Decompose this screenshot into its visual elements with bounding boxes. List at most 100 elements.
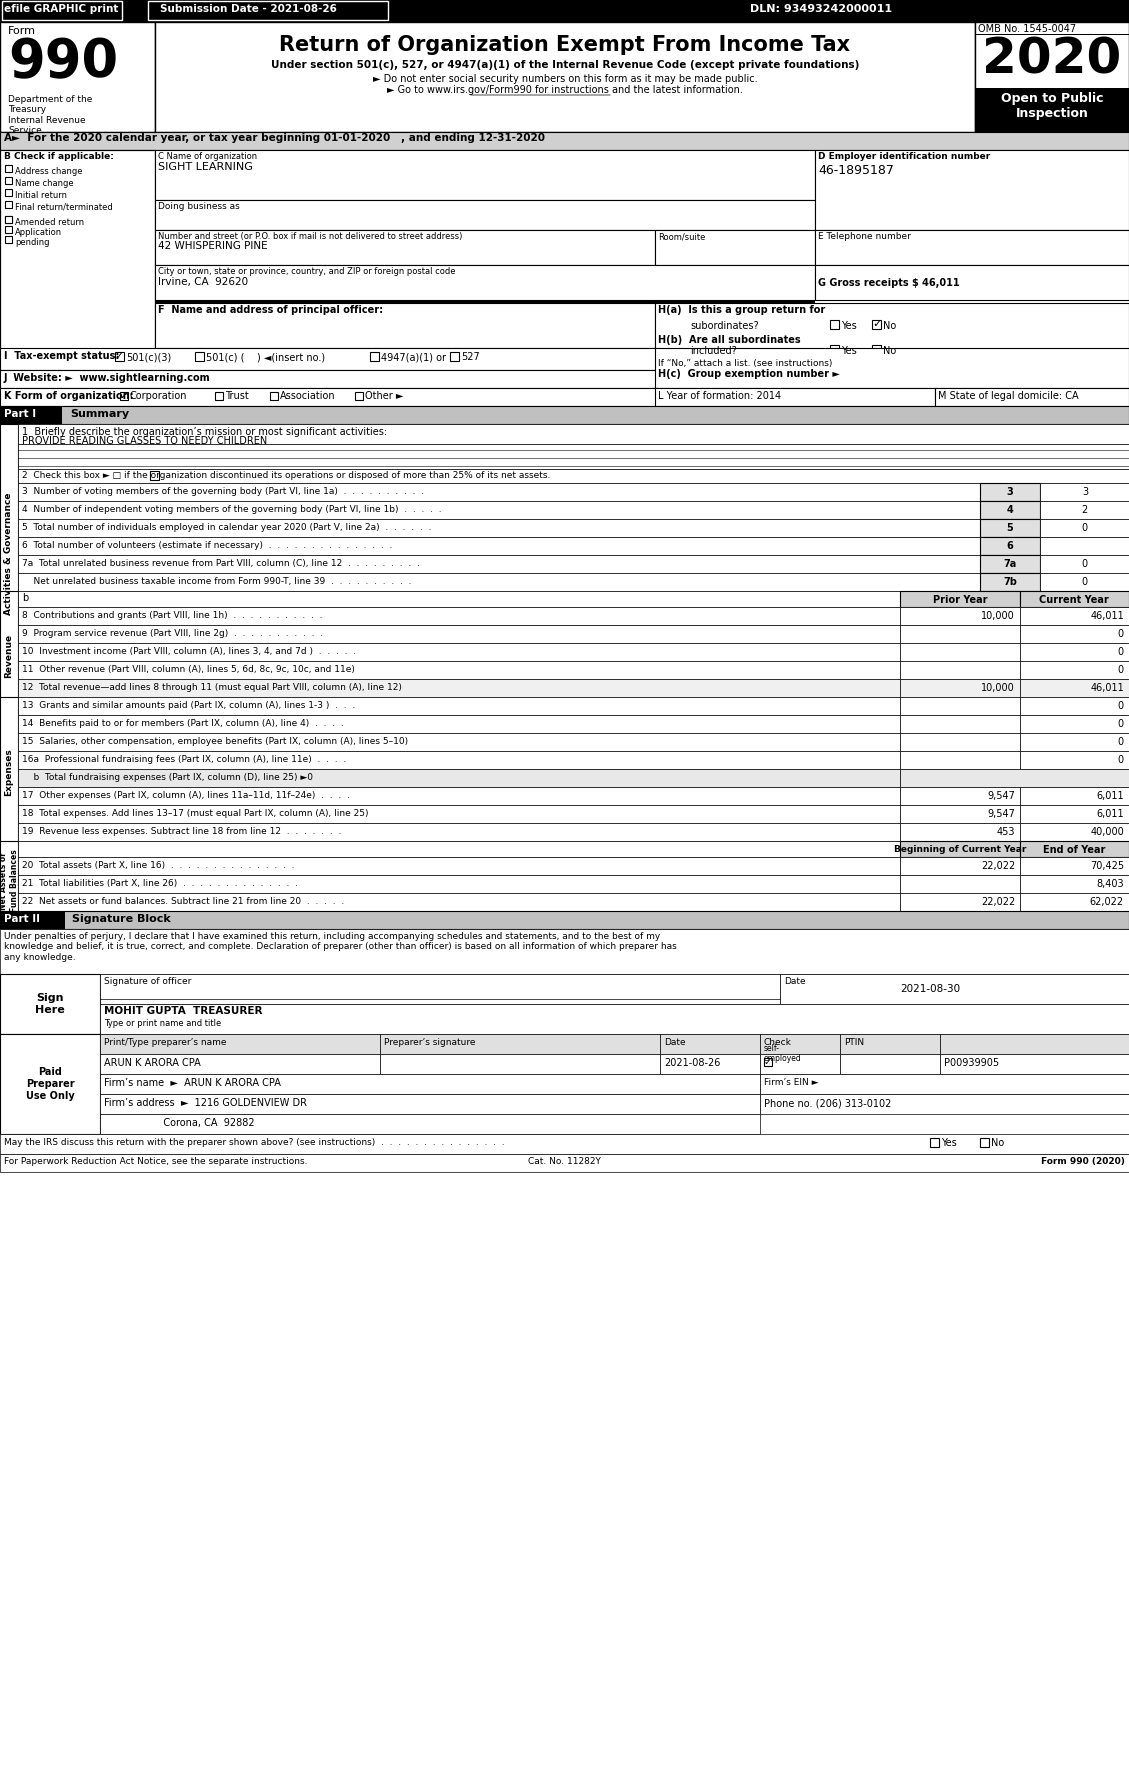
Bar bbox=[0, 1153, 1129, 1171]
Text: 9,547: 9,547 bbox=[987, 792, 1015, 801]
Text: 42 WHISPERING PINE: 42 WHISPERING PINE bbox=[158, 242, 268, 251]
Bar bbox=[0, 974, 100, 1033]
Bar bbox=[980, 537, 1040, 555]
Bar bbox=[5, 165, 12, 172]
Text: 46-1895187: 46-1895187 bbox=[819, 165, 894, 177]
Text: Revenue: Revenue bbox=[5, 634, 14, 679]
Text: Part I: Part I bbox=[5, 408, 36, 419]
Bar bbox=[18, 519, 980, 537]
Text: 14  Benefits paid to or for members (Part IX, column (A), line 4)  .  .  .  .: 14 Benefits paid to or for members (Part… bbox=[21, 718, 343, 727]
Text: 0: 0 bbox=[1118, 718, 1124, 729]
Text: Date: Date bbox=[784, 978, 806, 987]
Text: No: No bbox=[991, 1137, 1005, 1148]
Text: 22,022: 22,022 bbox=[981, 897, 1015, 906]
Bar bbox=[18, 501, 980, 519]
Text: Address change: Address change bbox=[15, 167, 82, 176]
Text: 990: 990 bbox=[8, 36, 119, 88]
Bar bbox=[18, 424, 1129, 444]
Bar bbox=[900, 768, 1129, 786]
Bar bbox=[18, 484, 980, 501]
Bar bbox=[900, 661, 1019, 679]
Bar bbox=[1019, 750, 1129, 768]
Bar bbox=[0, 150, 155, 349]
Bar bbox=[18, 858, 900, 876]
Bar bbox=[980, 1137, 989, 1146]
Text: OMB No. 1545-0047: OMB No. 1545-0047 bbox=[978, 23, 1076, 34]
Text: E Telephone number: E Telephone number bbox=[819, 233, 911, 242]
Bar bbox=[115, 353, 124, 362]
Text: Yes: Yes bbox=[940, 1137, 956, 1148]
Bar bbox=[815, 265, 1129, 301]
Text: 12  Total revenue—add lines 8 through 11 (must equal Part VIII, column (A), line: 12 Total revenue—add lines 8 through 11 … bbox=[21, 682, 402, 691]
Text: D Employer identification number: D Employer identification number bbox=[819, 152, 990, 161]
Bar bbox=[355, 392, 364, 399]
Text: b: b bbox=[21, 593, 28, 604]
Bar bbox=[0, 424, 18, 684]
Text: 22,022: 22,022 bbox=[981, 861, 1015, 870]
Text: Yes: Yes bbox=[841, 321, 857, 331]
Text: J  Website: ►  www.sightlearning.com: J Website: ► www.sightlearning.com bbox=[5, 373, 211, 383]
Bar bbox=[1019, 858, 1129, 876]
Text: 17  Other expenses (Part IX, column (A), lines 11a–11d, 11f–24e)  .  .  .  .: 17 Other expenses (Part IX, column (A), … bbox=[21, 792, 350, 801]
Bar bbox=[0, 912, 65, 930]
Bar bbox=[1019, 894, 1129, 912]
Text: ✓: ✓ bbox=[115, 351, 124, 362]
Text: SIGHT LEARNING: SIGHT LEARNING bbox=[158, 161, 253, 172]
Text: 0: 0 bbox=[1082, 559, 1088, 570]
Text: Sign
Here: Sign Here bbox=[35, 994, 64, 1015]
Bar bbox=[872, 346, 881, 355]
Text: 46,011: 46,011 bbox=[1091, 682, 1124, 693]
Text: 0: 0 bbox=[1118, 756, 1124, 765]
Text: Form: Form bbox=[8, 27, 36, 36]
Text: 62,022: 62,022 bbox=[1089, 897, 1124, 906]
Text: Name change: Name change bbox=[15, 179, 73, 188]
Text: Application: Application bbox=[15, 227, 62, 236]
Bar bbox=[760, 1053, 840, 1075]
Bar bbox=[18, 786, 900, 804]
Bar bbox=[900, 715, 1019, 733]
Text: G Gross receipts $ 46,011: G Gross receipts $ 46,011 bbox=[819, 278, 960, 288]
Text: 15  Salaries, other compensation, employee benefits (Part IX, column (A), lines : 15 Salaries, other compensation, employe… bbox=[21, 738, 408, 747]
Bar bbox=[215, 392, 224, 399]
Bar bbox=[148, 2, 388, 20]
Bar bbox=[18, 537, 980, 555]
Text: 0: 0 bbox=[1118, 738, 1124, 747]
Bar bbox=[18, 625, 900, 643]
Bar bbox=[0, 407, 62, 424]
Text: 20  Total assets (Part X, line 16)  .  .  .  .  .  .  .  .  .  .  .  .  .  .  .: 20 Total assets (Part X, line 16) . . . … bbox=[21, 861, 295, 870]
Text: 4  Number of independent voting members of the governing body (Part VI, line 1b): 4 Number of independent voting members o… bbox=[21, 505, 441, 514]
Bar bbox=[760, 1033, 840, 1053]
Bar bbox=[900, 733, 1019, 750]
Text: Net Assets or
Fund Balances: Net Assets or Fund Balances bbox=[0, 849, 19, 912]
Bar bbox=[930, 1137, 939, 1146]
Text: Cat. No. 11282Y: Cat. No. 11282Y bbox=[527, 1157, 601, 1166]
Text: Doing business as: Doing business as bbox=[158, 202, 239, 211]
Text: Yes: Yes bbox=[841, 346, 857, 356]
Text: Room/suite: Room/suite bbox=[658, 233, 706, 242]
Bar bbox=[5, 217, 12, 224]
Text: 7a  Total unrelated business revenue from Part VIII, column (C), line 12  .  .  : 7a Total unrelated business revenue from… bbox=[21, 559, 420, 568]
Text: 0: 0 bbox=[1118, 700, 1124, 711]
Text: 3  Number of voting members of the governing body (Part VI, line 1a)  .  .  .  .: 3 Number of voting members of the govern… bbox=[21, 487, 425, 496]
Text: 13  Grants and similar amounts paid (Part IX, column (A), lines 1-3 )  .  .  .: 13 Grants and similar amounts paid (Part… bbox=[21, 700, 356, 709]
Text: Beginning of Current Year: Beginning of Current Year bbox=[894, 845, 1026, 854]
Text: 4947(a)(1) or: 4947(a)(1) or bbox=[380, 353, 446, 362]
Bar bbox=[1040, 484, 1129, 501]
Bar bbox=[0, 407, 1129, 424]
Text: 9  Program service revenue (Part VIII, line 2g)  .  .  .  .  .  .  .  .  .  .  .: 9 Program service revenue (Part VIII, li… bbox=[21, 629, 323, 638]
Text: ✓: ✓ bbox=[120, 390, 129, 401]
Text: Under section 501(c), 527, or 4947(a)(1) of the Internal Revenue Code (except pr: Under section 501(c), 527, or 4947(a)(1)… bbox=[271, 61, 859, 70]
Bar bbox=[155, 150, 815, 201]
Text: 0: 0 bbox=[1118, 647, 1124, 657]
Bar bbox=[1019, 804, 1129, 824]
Text: 0: 0 bbox=[1118, 629, 1124, 639]
Text: Net unrelated business taxable income from Form 990-T, line 39  .  .  .  .  .  .: Net unrelated business taxable income fr… bbox=[21, 577, 411, 586]
Bar bbox=[900, 697, 1019, 715]
Text: Firm’s name  ►  ARUN K ARORA CPA: Firm’s name ► ARUN K ARORA CPA bbox=[104, 1078, 281, 1087]
Text: pending: pending bbox=[15, 238, 50, 247]
Bar bbox=[1019, 876, 1129, 894]
Bar bbox=[900, 679, 1019, 697]
Bar bbox=[1019, 842, 1129, 858]
Text: ✓: ✓ bbox=[872, 319, 882, 330]
Bar bbox=[5, 201, 12, 208]
